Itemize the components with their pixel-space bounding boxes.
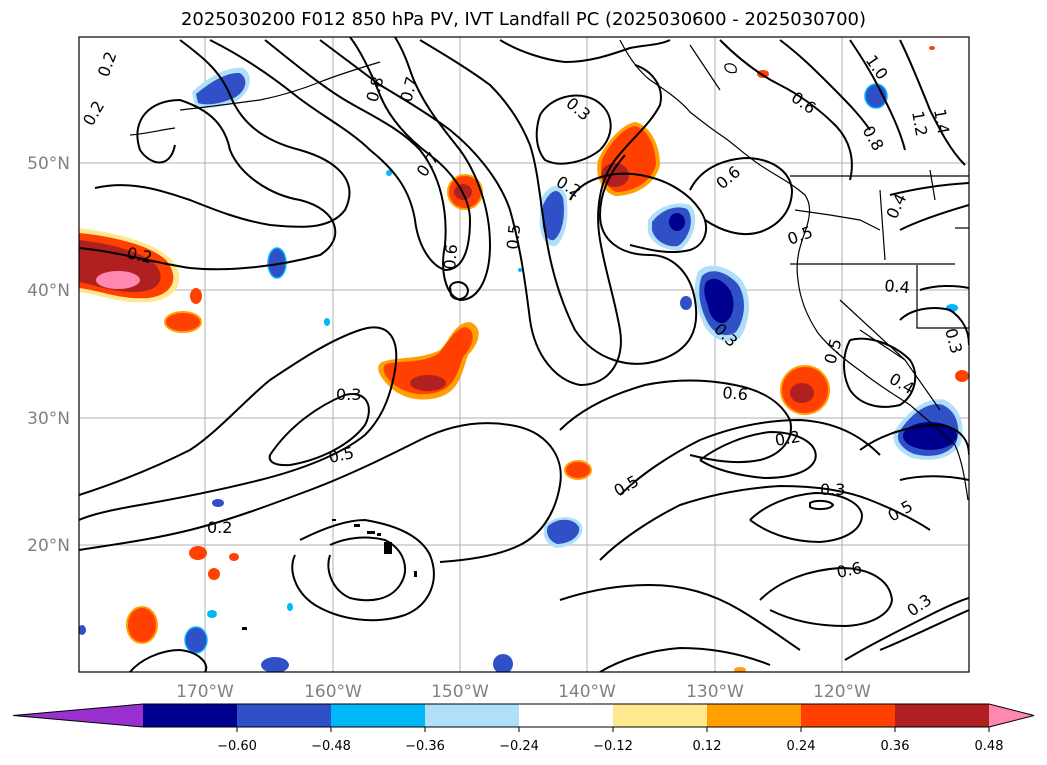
lat-label: 40°N (27, 281, 70, 301)
colorbar-outline (12, 703, 1035, 728)
lat-label: 30°N (27, 409, 70, 429)
colorbar-segment (707, 704, 802, 727)
pv-contours (79, 37, 969, 672)
contour-label: 0.2 (207, 518, 232, 537)
colorbar-extend-low (13, 704, 143, 727)
lon-label: 150°W (431, 682, 489, 702)
colorbar-tick-label: 0.36 (881, 739, 910, 754)
colorbar-segment (237, 704, 332, 727)
pv-negative-anomalies (79, 67, 963, 672)
colorbar-segment (425, 704, 520, 727)
lat-label: 50°N (27, 154, 70, 174)
contour-label: 0.2 (125, 243, 154, 267)
colorbar-segment (801, 704, 896, 727)
map-title: 2025030200 F012 850 hPa PV, IVT Landfall… (180, 9, 867, 30)
longitude-labels: 170°W 160°W 150°W 140°W 130°W 120°W (176, 682, 871, 702)
colorbar-tick-label: 0.24 (787, 739, 816, 754)
colorbar-tick-label: −0.12 (593, 739, 633, 754)
lat-label: 20°N (27, 536, 70, 556)
colorbar-tick-label: 0.48 (975, 739, 1004, 754)
colorbar-segment (519, 704, 614, 727)
contour-label: 0.6 (440, 243, 461, 270)
colorbar-tick-label: 0.12 (693, 739, 722, 754)
contour-label: 0.3 (820, 480, 845, 499)
contour-label: 0.6 (835, 558, 864, 582)
colorbar-segment (143, 704, 238, 727)
contour-label: 0.6 (722, 383, 749, 404)
contour-label: 0.5 (503, 223, 524, 250)
lon-label: 120°W (813, 682, 871, 702)
contour-label: 0.2 (773, 427, 801, 450)
colorbar-extend-high (989, 704, 1034, 727)
colorbar-segment (895, 704, 990, 727)
contour-label: 1.2 (908, 109, 931, 137)
lon-label: 140°W (558, 682, 616, 702)
latitude-labels: 50°N 40°N 30°N 20°N (27, 154, 70, 556)
colorbar: −0.60 −0.48 −0.36 −0.24 −0.12 0.12 0.24 0.36 0.4… (12, 703, 1035, 754)
colorbar-segment (613, 704, 708, 727)
lon-label: 130°W (686, 682, 744, 702)
contour-label: 0.4 (884, 276, 911, 297)
map-frame (78, 36, 970, 673)
pv-positive-anomalies (79, 46, 969, 672)
contour-label: 1.4 (930, 107, 953, 135)
contour-label: 0.5 (327, 443, 356, 467)
lon-label: 160°W (304, 682, 362, 702)
colorbar-segment (331, 704, 426, 727)
contour-label: 0.3 (336, 385, 361, 404)
colorbar-tick-label: −0.36 (405, 739, 445, 754)
colorbar-tick-label: −0.48 (311, 739, 351, 754)
lon-label: 170°W (176, 682, 234, 702)
hawaii-islands (242, 519, 417, 630)
colorbar-tick-label: −0.60 (217, 739, 257, 754)
colorbar-tick-label: −0.24 (499, 739, 539, 754)
